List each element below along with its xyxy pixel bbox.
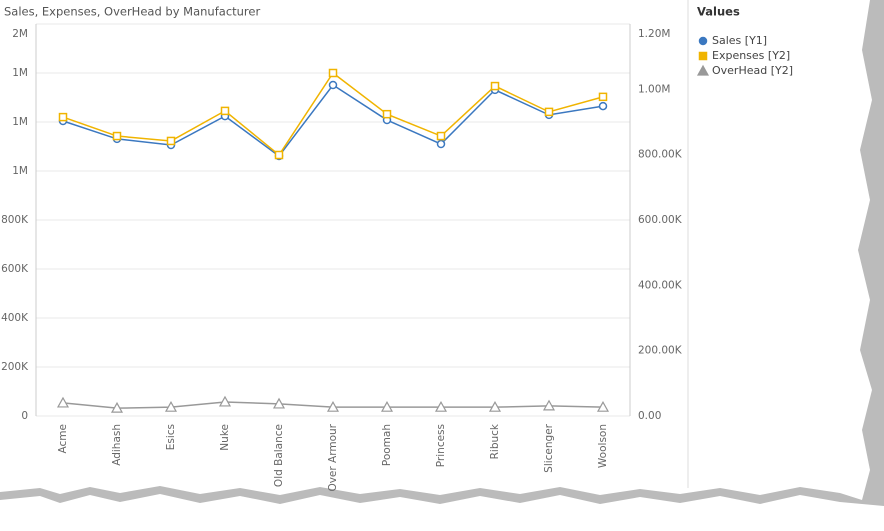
y-tick-label: 400K <box>1 312 29 324</box>
legend-marker <box>698 36 708 46</box>
data-point <box>272 397 286 409</box>
x-tick-label: Adihash <box>111 424 123 466</box>
x-tick-label: Ribuck <box>489 423 501 459</box>
y-tick-label: 0 <box>21 410 28 422</box>
x-tick-label: Over Armour <box>327 423 339 491</box>
y2-tick-label: 200.00K <box>638 345 683 357</box>
data-point <box>544 107 554 117</box>
x-tick-label: Nuke <box>219 424 231 451</box>
data-point <box>218 395 232 407</box>
y2-tick-label: 600.00K <box>638 214 683 226</box>
x-tick-label: Old Balance <box>273 424 285 487</box>
x-tick-label: Esics <box>165 424 177 450</box>
x-tick-label: Poomah <box>381 424 393 466</box>
data-point <box>328 68 338 78</box>
data-point <box>382 109 392 119</box>
legend-marker <box>696 64 710 76</box>
data-point <box>56 396 70 408</box>
data-point <box>598 101 608 111</box>
legend-marker <box>698 51 708 61</box>
legend-title: Values <box>697 5 740 19</box>
y-tick-label: 1M <box>12 165 28 177</box>
y-tick-label: 800K <box>1 214 29 226</box>
data-point <box>58 112 68 122</box>
y2-tick-label: 800.00K <box>638 149 683 161</box>
y-tick-label: 1M <box>12 67 28 79</box>
legend-label: Expenses [Y2] <box>712 49 790 62</box>
legend-label: Sales [Y1] <box>712 34 767 47</box>
legend-label: OverHead [Y2] <box>712 64 793 77</box>
data-point <box>274 150 284 160</box>
y2-tick-label: 400.00K <box>638 279 683 291</box>
chart-title: Sales, Expenses, OverHead by Manufacture… <box>4 5 260 19</box>
x-tick-label: Acme <box>57 424 69 453</box>
data-point <box>436 131 446 141</box>
y-tick-label: 2M <box>12 28 28 40</box>
y-tick-label: 600K <box>1 263 29 275</box>
data-point <box>542 399 556 411</box>
y-tick-label: 200K <box>1 361 29 373</box>
data-point <box>326 400 340 412</box>
x-tick-label: Slicenger <box>543 423 555 473</box>
data-point <box>328 80 338 90</box>
data-point <box>598 92 608 102</box>
data-point <box>164 400 178 412</box>
y2-tick-label: 0.00 <box>638 410 661 422</box>
y-tick-label: 1M <box>12 116 28 128</box>
data-point <box>166 136 176 146</box>
y2-tick-label: 1.00M <box>638 83 670 95</box>
torn-edge-shadow <box>0 494 884 531</box>
data-point <box>596 400 610 412</box>
data-point <box>488 400 502 412</box>
data-point <box>110 401 124 413</box>
data-point <box>380 400 394 412</box>
x-tick-label: Woolson <box>597 424 609 468</box>
series-line <box>62 83 604 158</box>
data-point <box>112 131 122 141</box>
y2-tick-label: 1.20M <box>638 28 670 40</box>
data-point <box>434 400 448 412</box>
x-tick-label: Princess <box>435 424 447 467</box>
data-point <box>220 106 230 116</box>
data-point <box>436 139 446 149</box>
data-point <box>490 81 500 91</box>
